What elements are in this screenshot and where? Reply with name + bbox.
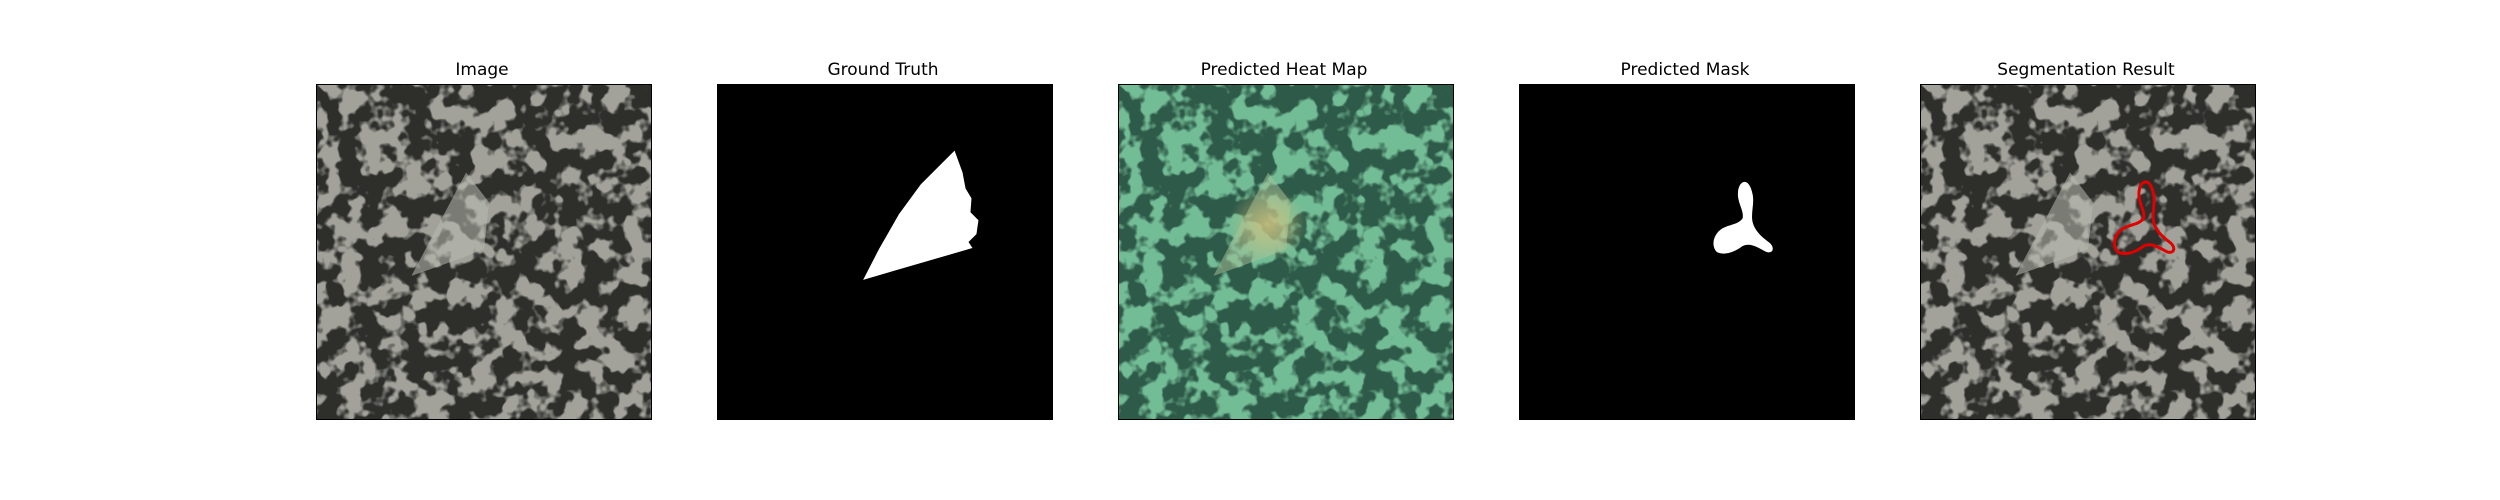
panel-image: Image (312, 0, 652, 430)
defect-region (2015, 172, 2093, 276)
ground-truth-frame (717, 84, 1053, 420)
panel-heat-map: Predicted Heat Map (1114, 0, 1454, 430)
ground-truth-region (863, 150, 979, 280)
segmentation-contour (2112, 180, 2176, 256)
defect-region (411, 172, 489, 276)
panel-title: Ground Truth (827, 60, 939, 80)
heat-map-frame (1118, 84, 1454, 420)
panel-segmentation-result: Segmentation Result (1916, 0, 2256, 430)
ground-truth-mask (718, 85, 1052, 419)
panel-title: Image (455, 60, 509, 80)
surface-texture (1921, 85, 2255, 419)
surface-texture (317, 85, 651, 419)
predicted-mask (1520, 85, 1854, 419)
panel-predicted-mask: Predicted Mask (1515, 0, 1855, 430)
predicted-mask-frame (1519, 84, 1855, 420)
heat-map-image (1119, 85, 1453, 419)
segmentation-frame (1920, 84, 2256, 420)
surface-image (317, 85, 651, 419)
panel-title: Predicted Mask (1620, 60, 1750, 80)
segmentation-image (1921, 85, 2255, 419)
image-frame (316, 84, 652, 420)
panel-ground-truth: Ground Truth (713, 0, 1053, 430)
mask-background (1520, 85, 1854, 419)
predicted-region (1713, 181, 1773, 254)
heat-hotspot (1228, 188, 1308, 260)
panel-title: Segmentation Result (1997, 60, 2175, 80)
panel-title: Predicted Heat Map (1200, 60, 1368, 80)
